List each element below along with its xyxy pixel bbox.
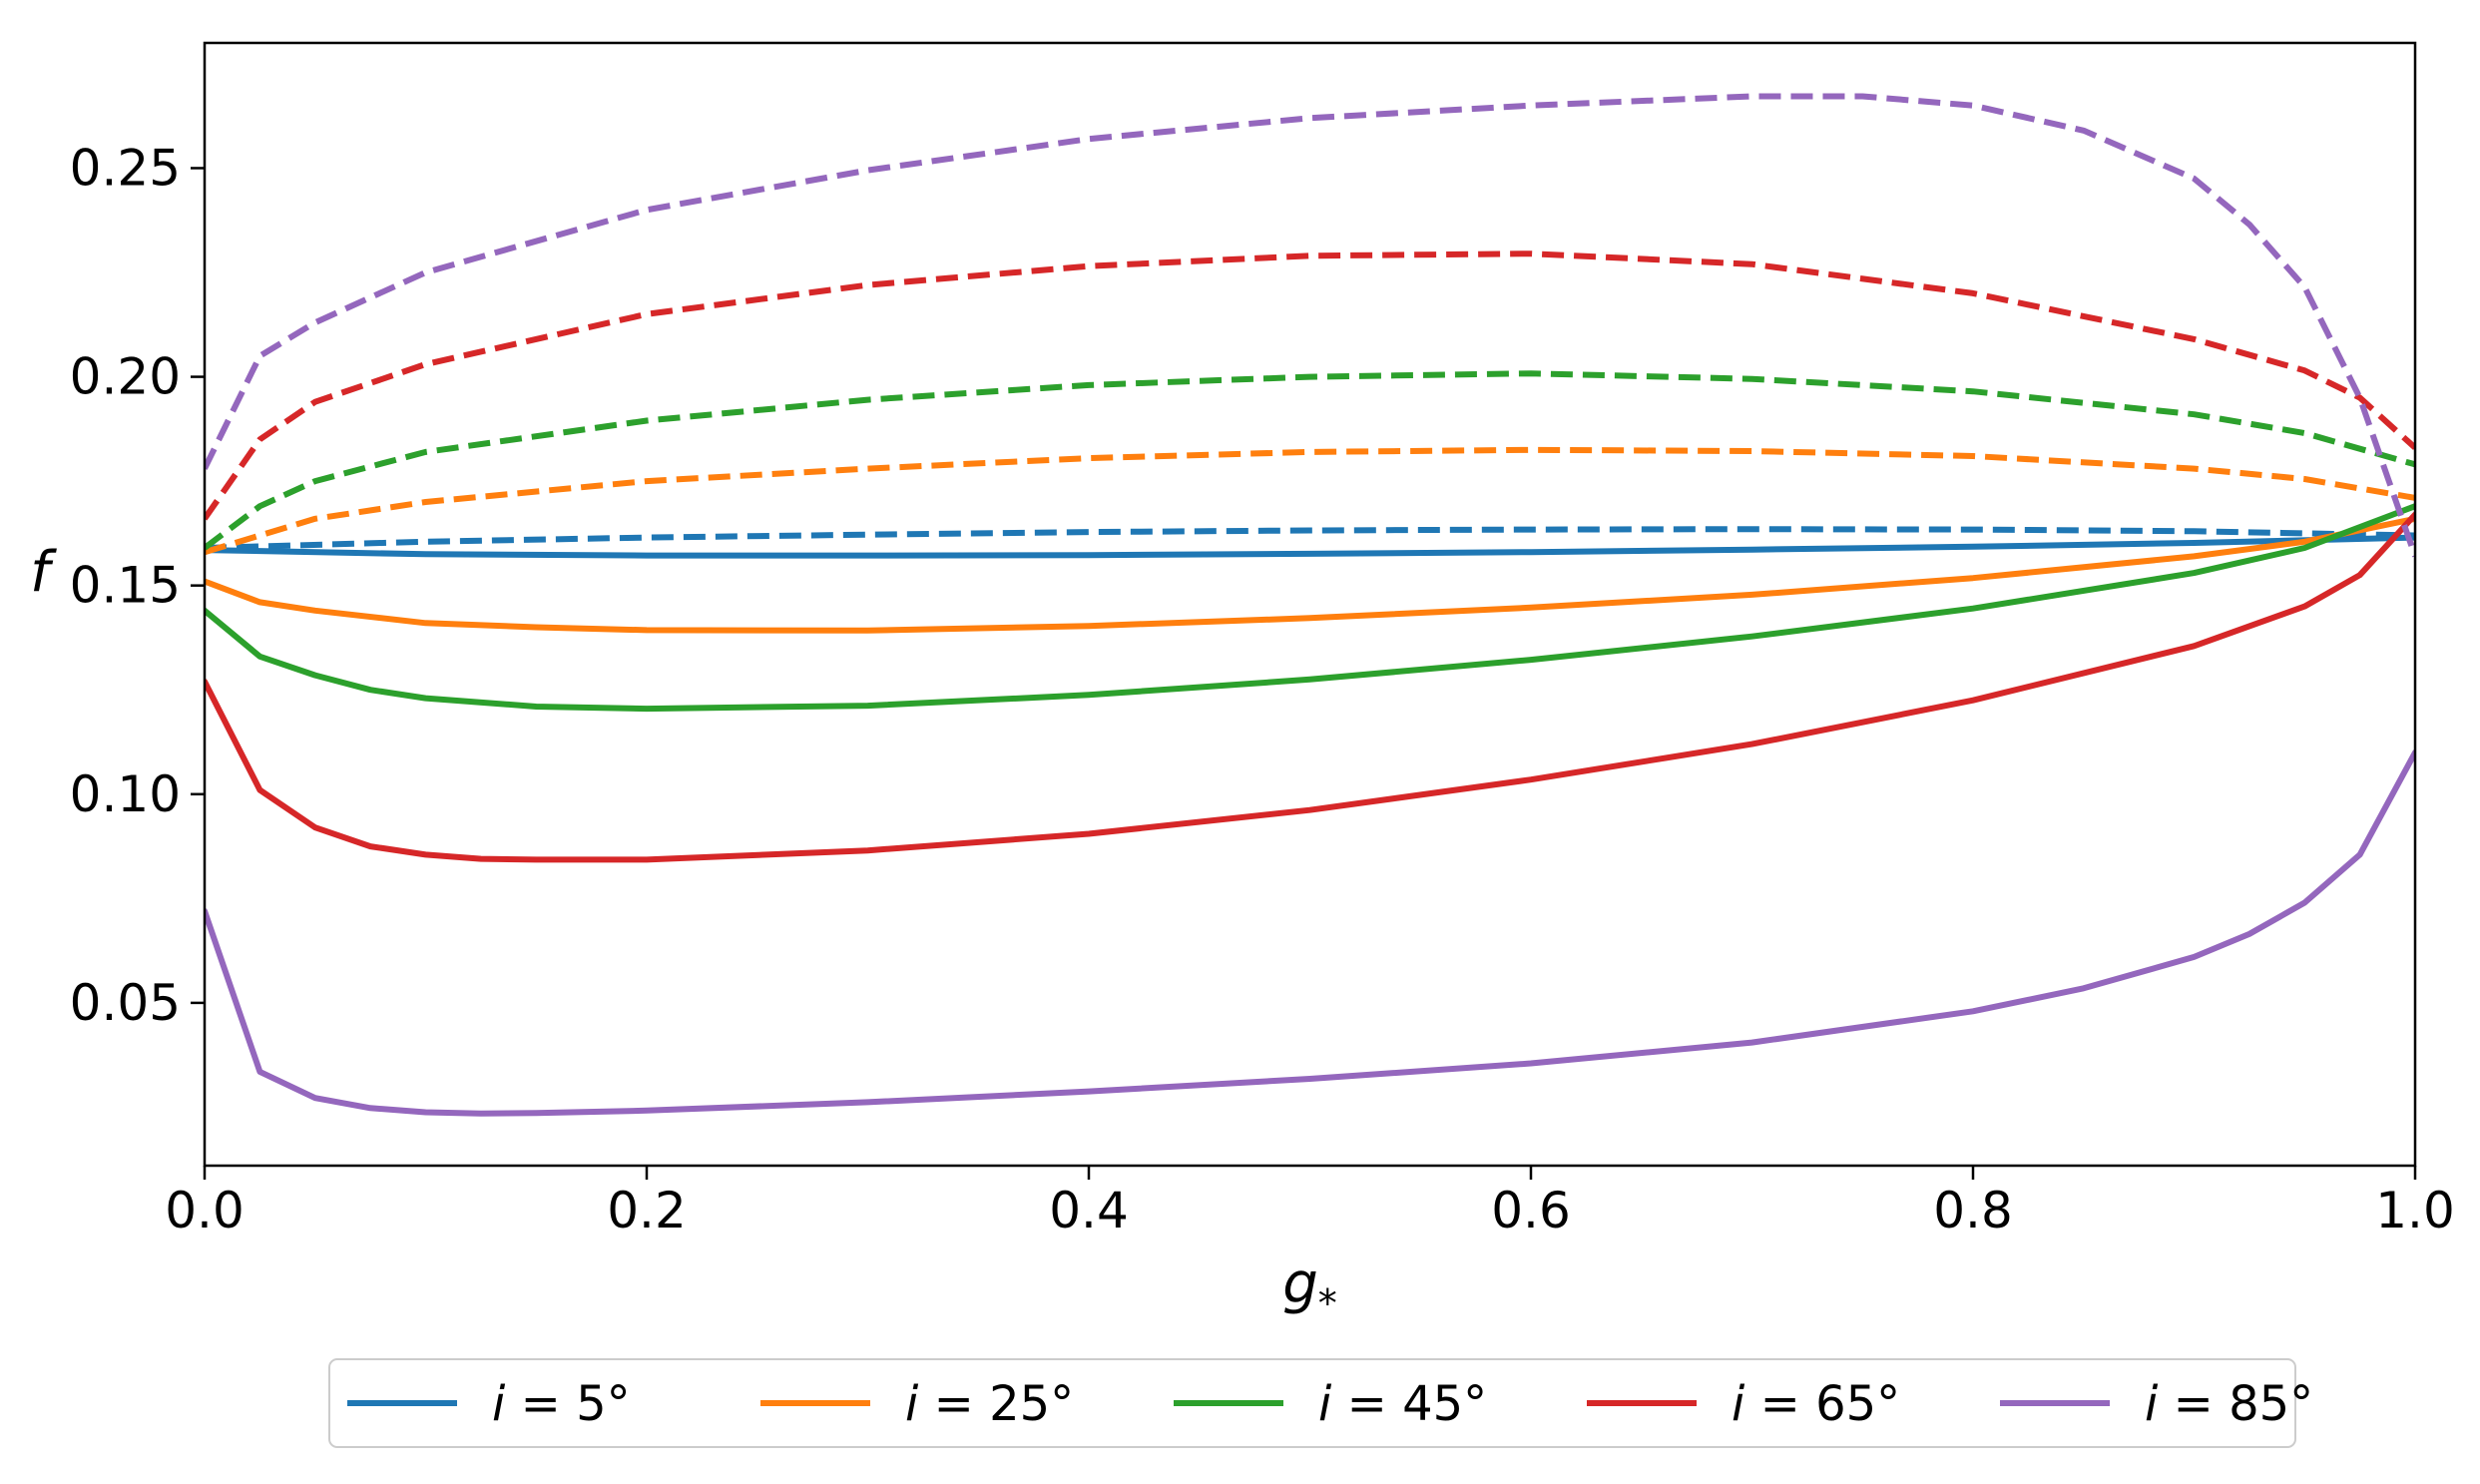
series-line-8-solid	[205, 511, 2415, 863]
legend: i = 5° i = 25° i = 45° i = 65° i = 85°	[328, 1358, 2313, 1448]
x-tick-label: 0.8	[1933, 1182, 2013, 1239]
series-layer	[205, 93, 2415, 1117]
y-tick-label: 0.25	[70, 139, 181, 197]
ticks-layer: 0.0 0.2 0.4 0.6 0.8 1.0 0.05 0.10 0.15 0.20 0.25	[70, 139, 2455, 1239]
x-tick-label: 0.2	[607, 1182, 687, 1239]
y-tick-label: 0.20	[70, 348, 181, 406]
legend-label-1: i = 5°	[492, 1376, 631, 1432]
legend-box	[328, 1358, 2296, 1448]
series-line-6-solid	[205, 503, 2415, 713]
series-line-1-dashed	[205, 526, 2415, 551]
legend-label-2: i = 25°	[905, 1376, 1074, 1432]
x-tick-label: 0.6	[1491, 1182, 1571, 1239]
series-line-9-dashed	[205, 93, 2415, 558]
x-tick-label: 0.0	[165, 1182, 245, 1239]
x-axis-label: g*	[1282, 1251, 1337, 1325]
legend-label-4: i = 65°	[1732, 1376, 1900, 1432]
legend-label-5: i = 85°	[2145, 1376, 2313, 1432]
y-tick-label: 0.05	[70, 974, 181, 1032]
series-line-10-solid	[205, 749, 2415, 1117]
x-axis-label-main: g	[1282, 1251, 1318, 1316]
series-line-2-solid	[205, 534, 2415, 559]
plot-frame	[203, 41, 2417, 1168]
y-tick-label: 0.10	[70, 765, 181, 823]
series-line-5-dashed	[205, 370, 2415, 551]
legend-label-3: i = 45°	[1318, 1376, 1487, 1432]
series-line-4-solid	[205, 515, 2415, 634]
x-axis-label-subscript: *	[1318, 1281, 1337, 1325]
x-tick-label: 1.0	[2375, 1182, 2455, 1239]
x-tick-label: 0.4	[1049, 1182, 1129, 1239]
series-line-3-dashed	[205, 446, 2415, 556]
series-line-7-dashed	[205, 250, 2415, 521]
y-tick-label: 0.15	[70, 557, 181, 615]
